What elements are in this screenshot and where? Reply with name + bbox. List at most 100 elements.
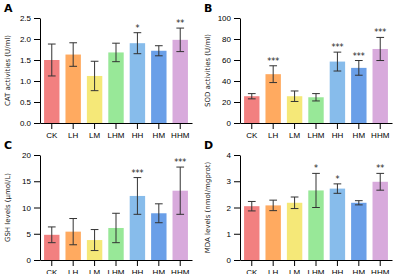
marks — [244, 173, 388, 260]
significance-label: *** — [331, 43, 343, 52]
tick-label: LH — [68, 131, 78, 140]
y-axis: 0.00.51.01.52.02.5 — [20, 14, 41, 128]
marks — [44, 167, 188, 260]
tick-label: HHM — [371, 131, 390, 140]
bar — [330, 189, 345, 260]
error-cap — [269, 200, 277, 201]
tick: CK — [46, 123, 58, 140]
tick-mark — [34, 39, 40, 40]
bar — [173, 40, 188, 123]
error-cap — [134, 214, 142, 215]
tick-mark — [73, 123, 74, 129]
tick-label: 0 — [227, 256, 232, 265]
panel-label: A — [4, 2, 13, 15]
annotations: ****** — [131, 158, 186, 178]
tick-label: HHM — [171, 131, 190, 140]
tick-label: 100 — [218, 14, 232, 23]
error-stem — [180, 167, 181, 214]
error-bar — [155, 204, 163, 223]
tick-label: LHM — [108, 131, 125, 140]
tick-mark — [234, 181, 240, 182]
tick: CK — [246, 260, 258, 274]
tick-label: LM — [89, 131, 100, 140]
bar — [287, 203, 302, 260]
error-stem — [380, 173, 381, 190]
panel: ******05101520CKLHLMLHMHHHMHHMGSH levels… — [4, 139, 193, 274]
error-bar — [355, 61, 363, 76]
marks — [244, 37, 388, 123]
error-cap — [376, 190, 384, 191]
error-cap — [355, 204, 363, 205]
bar — [151, 51, 166, 123]
tick-mark — [234, 39, 240, 40]
x-axis: CKLHLMLHMHHHMHHM — [241, 260, 393, 274]
tick-label: LH — [268, 131, 278, 140]
tick-label: 5 — [27, 230, 32, 239]
panel: ***0.00.51.01.52.02.5CKLHLMLHMHHHMHHMCAT… — [4, 2, 193, 140]
bar — [244, 206, 259, 260]
tick-mark — [51, 260, 52, 266]
tick: HHM — [371, 260, 390, 274]
tick: LM — [289, 123, 300, 140]
error-cap — [176, 214, 184, 215]
error-stem — [337, 184, 338, 193]
error-bar — [112, 213, 120, 242]
error-stem — [51, 227, 52, 243]
error-bar — [291, 91, 299, 102]
error-cap — [269, 210, 277, 211]
tick-mark — [51, 123, 52, 129]
error-cap — [291, 101, 299, 102]
error-stem — [251, 94, 252, 99]
tick-mark — [234, 155, 240, 156]
error-cap — [355, 75, 363, 76]
error-cap — [155, 203, 163, 204]
error-cap — [334, 193, 342, 194]
tick-label: HHM — [171, 268, 190, 274]
panel: ****01234CKLHLMLHMHHHMHHMMDA levels (nmo… — [204, 139, 393, 274]
tick-mark — [294, 260, 295, 266]
tick-mark — [34, 102, 40, 103]
error-stem — [316, 173, 317, 207]
tick: LM — [89, 260, 100, 274]
y-axis: 01234 — [227, 151, 241, 265]
error-cap — [376, 60, 384, 61]
error-stem — [273, 200, 274, 211]
bar — [265, 205, 280, 260]
tick: HM — [153, 123, 166, 140]
significance-label: * — [135, 24, 139, 33]
error-bar — [291, 197, 299, 209]
error-cap — [48, 226, 56, 227]
bar — [373, 49, 388, 123]
tick-label: LM — [89, 268, 100, 274]
bar — [351, 68, 366, 123]
error-bar — [269, 200, 277, 211]
tick: 100 — [218, 14, 240, 23]
tick: LHM — [308, 123, 325, 140]
error-cap — [91, 90, 99, 91]
tick-mark — [234, 60, 240, 61]
tick-mark — [73, 260, 74, 266]
error-bar — [69, 219, 77, 245]
tick-label: 2.5 — [20, 14, 32, 23]
tick-mark — [316, 260, 317, 266]
tick-label: LM — [289, 268, 300, 274]
tick-mark — [234, 234, 240, 235]
panel-label: D — [204, 139, 213, 152]
tick-mark — [34, 208, 40, 209]
marks — [44, 28, 188, 123]
error-stem — [94, 230, 95, 251]
tick: 1.0 — [20, 77, 40, 86]
tick-label: HM — [153, 268, 166, 274]
error-stem — [337, 52, 338, 71]
tick: 0 — [27, 256, 40, 265]
y-axis-title: GSH levels (μmol/L) — [4, 173, 12, 242]
tick: LM — [89, 123, 100, 140]
tick-mark — [34, 18, 40, 19]
tick-label: 20 — [222, 98, 231, 107]
error-cap — [91, 61, 99, 62]
tick-mark — [94, 123, 95, 129]
x-axis: CKLHLMLHMHHHMHHM — [241, 123, 393, 140]
y-axis: 05101520 — [22, 151, 40, 265]
bar — [108, 52, 123, 123]
bar — [244, 96, 259, 123]
